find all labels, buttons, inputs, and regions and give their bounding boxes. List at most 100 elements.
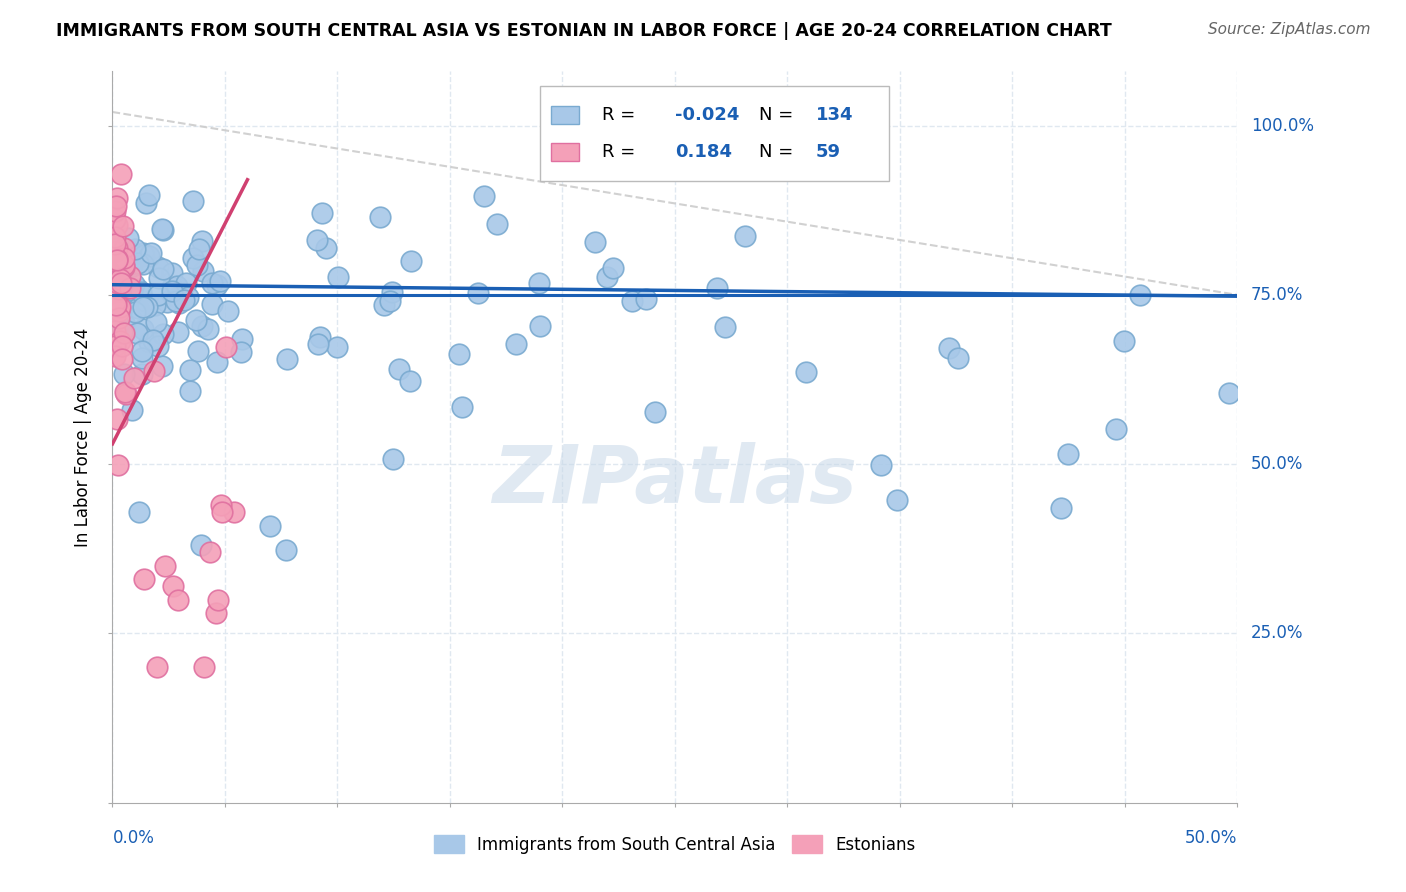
Point (1129, 288, 1152, 302)
Point (796, 365, 818, 379)
Point (229, 344, 252, 359)
Text: -0.024: -0.024 (675, 106, 740, 124)
Point (104, 244, 127, 258)
Bar (551, 143, 579, 161)
Point (450, 400, 472, 414)
Point (112, 260, 135, 274)
Point (190, 538, 212, 552)
Point (104, 338, 127, 352)
Point (129, 285, 152, 299)
Text: 0.0%: 0.0% (112, 829, 155, 847)
Point (110, 305, 132, 319)
Point (120, 281, 142, 295)
Point (527, 277, 550, 291)
Point (309, 329, 332, 343)
Point (205, 355, 228, 369)
Point (193, 263, 215, 277)
Point (114, 387, 136, 401)
Point (114, 384, 136, 399)
Point (105, 242, 128, 256)
Point (174, 276, 197, 290)
Point (1049, 500, 1071, 515)
Point (162, 579, 184, 593)
Point (160, 266, 183, 280)
Point (156, 294, 179, 309)
Point (105, 272, 128, 286)
Point (127, 326, 149, 340)
Point (112, 241, 135, 255)
Point (136, 301, 159, 315)
Point (117, 231, 139, 245)
Point (209, 498, 232, 512)
Point (132, 301, 155, 315)
Point (201, 297, 224, 311)
Point (138, 188, 160, 202)
Point (128, 505, 150, 519)
Point (259, 519, 281, 533)
Point (111, 219, 134, 233)
Point (166, 292, 188, 306)
Point (120, 268, 142, 283)
Point (122, 277, 145, 292)
Bar (551, 106, 579, 124)
Text: 75.0%: 75.0% (1251, 285, 1303, 304)
Point (143, 364, 166, 378)
Point (217, 304, 239, 318)
Text: 100.0%: 100.0% (1251, 117, 1313, 135)
Point (105, 298, 128, 312)
Point (399, 253, 422, 268)
Point (734, 229, 756, 244)
Point (187, 343, 209, 358)
Text: 50.0%: 50.0% (1251, 455, 1303, 473)
Point (105, 277, 128, 292)
Point (621, 294, 644, 309)
Point (105, 191, 128, 205)
Text: 0.184: 0.184 (675, 143, 733, 161)
Point (108, 300, 131, 314)
Point (467, 286, 489, 301)
Point (146, 660, 169, 674)
Point (110, 277, 132, 291)
Point (388, 362, 411, 376)
Point (328, 270, 350, 285)
Point (187, 242, 209, 256)
Point (165, 285, 187, 300)
Point (105, 310, 128, 325)
Point (104, 324, 127, 338)
Text: ZIPatlas: ZIPatlas (492, 442, 858, 520)
Point (583, 235, 606, 250)
Text: N =: N = (759, 143, 799, 161)
Point (134, 572, 156, 586)
Point (152, 261, 174, 276)
Bar (540, 86, 889, 181)
Point (706, 281, 728, 295)
Point (111, 352, 134, 367)
Point (166, 279, 188, 293)
Point (148, 260, 170, 274)
Point (373, 297, 395, 311)
Point (141, 245, 163, 260)
Point (105, 412, 128, 426)
Point (107, 301, 129, 316)
Point (186, 258, 208, 272)
Point (169, 296, 191, 310)
Point (214, 340, 236, 354)
Text: N =: N = (759, 106, 799, 124)
Point (104, 237, 127, 252)
Point (105, 270, 128, 285)
Point (166, 592, 188, 607)
Point (105, 252, 128, 267)
Point (105, 277, 128, 292)
Point (179, 384, 201, 398)
Point (134, 293, 156, 308)
Point (505, 336, 527, 351)
Point (276, 351, 298, 366)
Text: 59: 59 (815, 143, 841, 161)
Point (143, 298, 166, 312)
Point (193, 660, 215, 674)
Point (127, 282, 149, 296)
Point (132, 245, 155, 260)
Point (104, 253, 127, 268)
Point (112, 258, 135, 272)
Point (326, 340, 349, 354)
